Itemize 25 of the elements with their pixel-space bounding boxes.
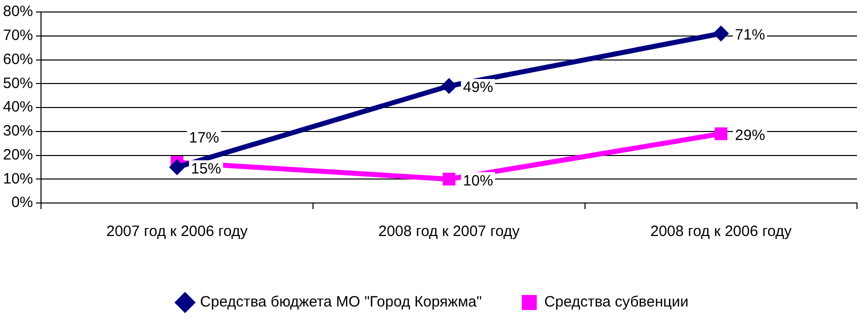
point: [713, 25, 730, 42]
legend-label: Средства бюджета МО "Город Коряжма": [200, 294, 482, 311]
y-tick-label: 30%: [2, 122, 34, 140]
y-tick-label: 50%: [2, 74, 34, 92]
y-tick-label: 60%: [2, 50, 34, 68]
data-label: 71%: [735, 26, 766, 44]
legend-label: Средства субвенции: [544, 294, 688, 311]
point: [442, 172, 456, 186]
point: [169, 159, 186, 176]
y-tick-label: 80%: [2, 3, 34, 20]
y-tick-label: 10%: [2, 170, 34, 188]
y-tick-label: 70%: [2, 27, 34, 44]
data-label: 17%: [189, 130, 220, 147]
x-tick-label: 2008 год к 2006 году: [650, 223, 792, 240]
point: [441, 78, 458, 94]
y-tick-label: 40%: [2, 98, 34, 116]
data-label: 10%: [463, 172, 494, 190]
data-label: 29%: [735, 126, 766, 144]
y-tick-label: 20%: [2, 146, 34, 164]
data-label: 49%: [463, 79, 494, 96]
data-label: 15%: [191, 160, 222, 178]
x-tick-label: 2007 год к 2006 году: [106, 223, 248, 240]
y-tick-label: 0%: [11, 194, 34, 212]
point: [714, 127, 728, 140]
x-tick-label: 2008 год к 2007 году: [378, 223, 520, 240]
